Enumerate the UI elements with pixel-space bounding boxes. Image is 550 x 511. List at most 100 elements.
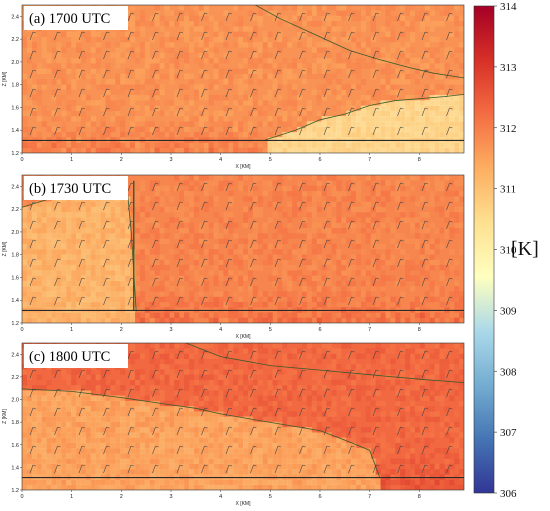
wind-barb	[176, 277, 181, 287]
wind-barb	[446, 258, 450, 268]
y-tick-label: 1.8	[11, 253, 19, 259]
wind-barb	[250, 350, 254, 360]
wind-barb	[225, 12, 230, 22]
wind-barb	[103, 426, 107, 436]
wind-barb	[29, 369, 34, 379]
wind-barb	[103, 296, 107, 306]
wind-barb	[323, 350, 328, 360]
wind-barb	[299, 201, 303, 211]
wind-barb	[201, 182, 205, 192]
y-tick-label: 2.4	[11, 352, 19, 358]
wind-barb	[152, 464, 156, 474]
wind-barb	[127, 220, 132, 230]
wind-barb	[201, 31, 205, 41]
y-tick-label: 2.2	[11, 207, 19, 213]
y-tick-label: 1.4	[11, 298, 19, 304]
wind-barb	[176, 350, 181, 360]
y-axis-label: Z [KM]	[2, 241, 8, 256]
wind-barb	[348, 126, 352, 136]
wind-barb	[372, 69, 377, 79]
panel-1: (a) 1700 UTC 0 1 2 3 4 5 6 7 8 X [KM] 1.2 1.4 1.6 1.8 2…	[2, 4, 465, 170]
wind-barb	[201, 12, 205, 22]
wind-barb	[421, 31, 426, 41]
wind-barb	[201, 296, 205, 306]
wind-barb	[421, 220, 426, 230]
wind-barb	[54, 407, 58, 417]
wind-barb	[225, 126, 230, 136]
wind-barb	[152, 107, 156, 117]
wind-barb	[225, 182, 230, 192]
wind-barb	[274, 277, 279, 287]
wind-barb	[103, 407, 107, 417]
wind-barb	[372, 126, 377, 136]
wind-barb	[372, 31, 377, 41]
wind-barb	[152, 445, 156, 455]
wind-barb	[372, 107, 377, 117]
wind-barb	[348, 464, 352, 474]
wind-barb	[29, 107, 34, 117]
wind-barb	[397, 350, 401, 360]
wind-barb	[54, 445, 58, 455]
wind-barb	[323, 69, 328, 79]
wind-barb	[397, 31, 401, 41]
wind-barb	[29, 50, 34, 60]
panel-2: (b) 1730 UTC 0 1 2 3 4 5 6 7 8 X [KM] 1.2 1.4 1.6 1.8 2…	[2, 174, 465, 340]
wind-barb	[372, 88, 377, 98]
wind-barb	[176, 12, 181, 22]
y-tick-label: 1.2	[11, 488, 19, 494]
x-tick-label: 1	[70, 157, 73, 163]
wind-barb	[225, 258, 230, 268]
wind-barb	[176, 201, 181, 211]
wind-barb	[446, 239, 450, 249]
wind-barb	[103, 126, 107, 136]
wind-barb	[421, 277, 426, 287]
wind-barb	[421, 258, 426, 268]
wind-barb	[397, 220, 401, 230]
wind-barb	[299, 426, 303, 436]
wind-barb	[299, 407, 303, 417]
x-tick-label: 4	[219, 327, 222, 333]
wind-barb	[421, 182, 426, 192]
wind-barb	[54, 201, 58, 211]
x-tick-label: 8	[418, 494, 421, 500]
wind-barb	[299, 12, 303, 22]
wind-barb	[54, 220, 58, 230]
wind-barb	[152, 407, 156, 417]
wind-barb	[152, 31, 156, 41]
wind-barb	[323, 182, 328, 192]
x-tick-label: 7	[368, 327, 371, 333]
wind-barb	[29, 88, 34, 98]
wind-barb	[421, 445, 426, 455]
wind-barb	[78, 445, 83, 455]
colorbar-tick-label: 307	[500, 427, 517, 439]
wind-barb	[54, 239, 58, 249]
wind-barb	[103, 220, 107, 230]
x-tick-label: 6	[318, 494, 321, 500]
wind-barb	[250, 12, 254, 22]
y-tick-label: 1.6	[11, 105, 19, 111]
wind-barb	[103, 239, 107, 249]
temperature-field	[22, 175, 464, 323]
wind-barb	[348, 296, 352, 306]
wind-barb	[29, 426, 34, 436]
wind-barb	[78, 407, 83, 417]
wind-barb	[201, 407, 205, 417]
wind-barb	[299, 258, 303, 268]
wind-barb	[446, 50, 450, 60]
wind-barb	[446, 12, 450, 22]
wind-barb	[201, 350, 205, 360]
wind-barb	[201, 88, 205, 98]
x-tick-label: 1	[70, 327, 73, 333]
wind-barb	[372, 182, 377, 192]
wind-barb	[225, 88, 230, 98]
x-tick-label: 6	[318, 327, 321, 333]
y-tick-label: 1.8	[11, 83, 19, 89]
wind-barb	[446, 350, 450, 360]
wind-barb	[152, 126, 156, 136]
wind-barb	[250, 258, 254, 268]
wind-barb	[421, 50, 426, 60]
wind-barb	[372, 407, 377, 417]
y-axis-label: Z [KM]	[2, 71, 8, 86]
wind-barb	[323, 296, 328, 306]
